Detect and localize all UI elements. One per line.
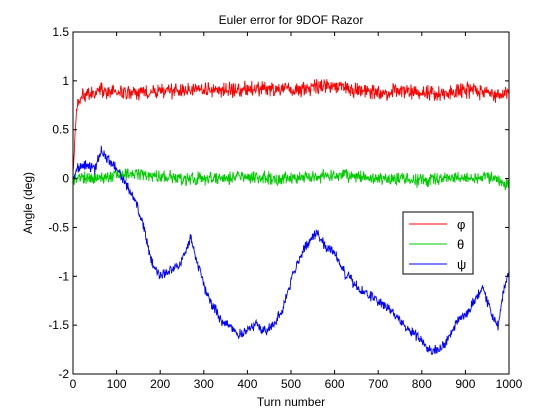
y-tick-label: -0.5: [48, 220, 69, 234]
series-line-2: [72, 168, 510, 191]
x-tick-label: 600: [325, 377, 345, 391]
y-tick-label: 1: [62, 74, 69, 88]
y-axis: -2 -1.5 -1 -0.5 0 0.5 1 1.5: [48, 25, 509, 381]
y-tick-label: -2: [58, 367, 69, 381]
x-axis: 0 100 200 300 400 500 600 700 800 900 1000: [70, 32, 523, 391]
y-tick-label: 0.5: [52, 123, 69, 137]
y-tick-label: -1: [58, 269, 69, 283]
y-tick-label: 1.5: [52, 25, 69, 39]
x-tick-label: 1000: [496, 377, 523, 391]
legend: φθψ: [402, 211, 474, 275]
x-axis-label: Turn number: [257, 395, 325, 409]
x-tick-label: 700: [368, 377, 388, 391]
series-line-3: [72, 145, 510, 356]
legend-label-3: ψ: [457, 257, 466, 272]
x-tick-label: 500: [281, 377, 301, 391]
chart-title: Euler error for 9DOF Razor: [219, 13, 364, 27]
x-tick-label: 800: [412, 377, 432, 391]
y-tick-label: 0: [62, 172, 69, 186]
series-line-1: [72, 78, 510, 173]
x-tick-label: 100: [107, 377, 127, 391]
y-tick-label: -1.5: [48, 318, 69, 332]
x-tick-label: 400: [237, 377, 257, 391]
y-axis-label: Angle (deg): [21, 172, 35, 234]
x-tick-label: 200: [150, 377, 170, 391]
legend-label-1: φ: [457, 217, 465, 232]
plot-lines: [72, 78, 510, 356]
x-tick-label: 900: [455, 377, 475, 391]
legend-label-2: θ: [457, 237, 464, 252]
x-tick-label: 300: [194, 377, 214, 391]
x-tick-label: 0: [70, 377, 77, 391]
